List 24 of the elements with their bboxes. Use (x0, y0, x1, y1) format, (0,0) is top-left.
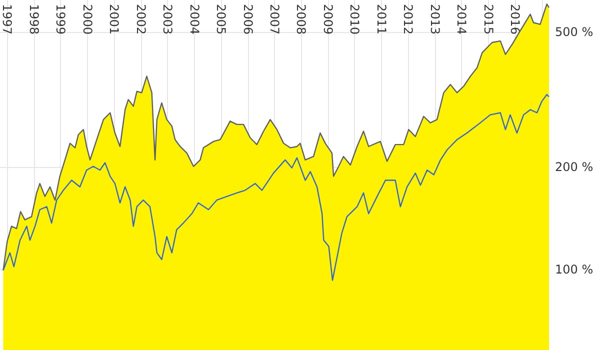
x-tick-label: 2005 (214, 4, 228, 35)
x-tick-label: 2001 (107, 4, 122, 35)
x-tick-label: 1997 (0, 4, 14, 35)
x-tick-label: 2000 (80, 4, 94, 35)
x-tick-label: 2009 (320, 4, 335, 35)
line-series (2, 94, 550, 281)
x-tick-label: 2014 (454, 4, 469, 35)
x-tick-label: 2002 (134, 4, 148, 35)
y-tick-label: 100 % (555, 262, 594, 277)
y-tick-label: 200 % (555, 160, 594, 174)
y-tick-label: 500 % (555, 24, 594, 39)
x-tick-label: 2011 (374, 4, 388, 35)
x-tick-label: 2003 (160, 4, 175, 35)
x-tick-label: 2006 (240, 4, 255, 35)
x-tick-label: 2007 (268, 4, 282, 35)
x-tick-label: 2015 (481, 4, 496, 35)
x-tick-label: 2012 (401, 4, 416, 35)
x-tick-label: 2004 (187, 4, 202, 35)
x-tick-label: 1999 (54, 4, 68, 35)
x-tick-label: 2016 (508, 4, 522, 35)
x-tick-label: 2008 (294, 4, 308, 35)
x-tick-label: 2010 (348, 4, 362, 35)
x-tick-label: 1998 (26, 4, 41, 35)
x-tick-label: 2013 (428, 4, 442, 35)
